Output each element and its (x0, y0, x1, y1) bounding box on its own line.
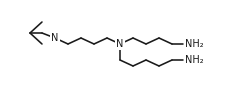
Text: NH₂: NH₂ (184, 55, 203, 65)
Text: NH₂: NH₂ (184, 39, 203, 49)
Text: N: N (116, 39, 123, 49)
Text: N: N (51, 33, 59, 43)
